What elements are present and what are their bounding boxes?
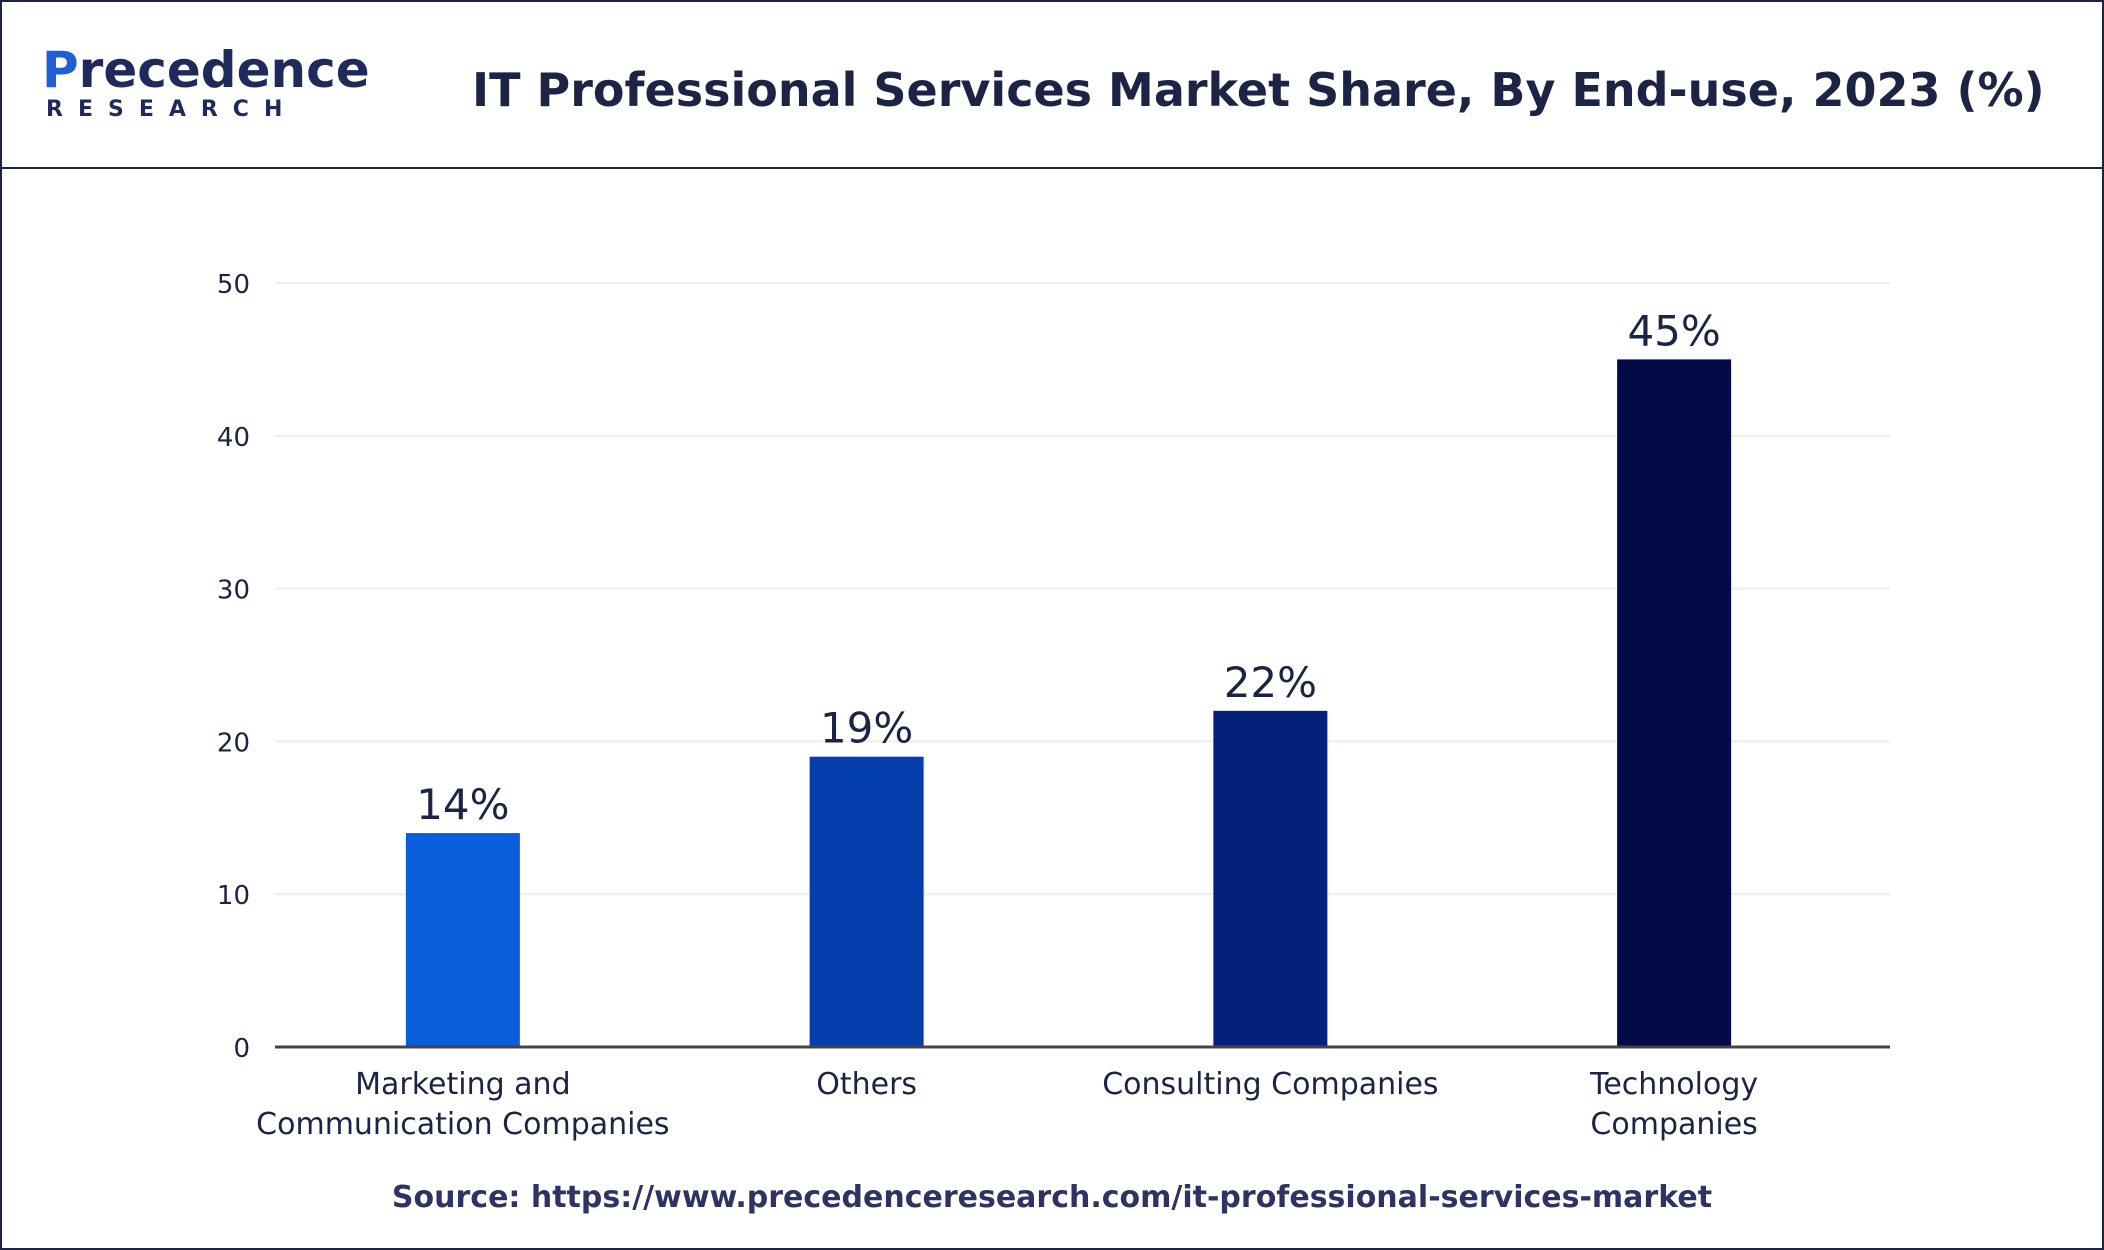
y-tick-label: 0: [233, 1034, 250, 1064]
y-tick-label: 10: [217, 881, 250, 911]
x-tick-label: Others: [816, 1067, 917, 1102]
bar-value-label: 14%: [416, 780, 509, 829]
y-tick-label: 40: [217, 423, 250, 453]
precedence-research-logo: Precedence RESEARCH: [42, 40, 370, 130]
bar: [1617, 359, 1732, 1047]
bar: [809, 756, 924, 1047]
y-tick-label: 30: [217, 576, 250, 606]
x-tick-label: Technology: [1589, 1067, 1758, 1102]
logo-initial: P: [42, 41, 79, 99]
x-tick-label: Communication Companies: [256, 1107, 669, 1142]
bar-value-label: 22%: [1224, 658, 1317, 707]
x-tick-label: Consulting Companies: [1102, 1067, 1438, 1102]
bar-value-label: 19%: [820, 704, 913, 753]
chart-title: IT Professional Services Market Share, B…: [472, 63, 2045, 117]
source-note: Source: https://www.precedenceresearch.c…: [391, 1180, 1713, 1215]
logo-name: recedence: [78, 41, 370, 99]
logo-wordmark: Precedence: [42, 40, 370, 100]
y-tick-label: 50: [217, 270, 250, 300]
x-tick-label: Companies: [1590, 1107, 1757, 1142]
x-tick-label: Marketing and: [355, 1067, 571, 1102]
bar-value-label: 45%: [1627, 306, 1720, 355]
header: Precedence RESEARCH IT Professional Serv…: [2, 2, 2102, 169]
bar: [405, 833, 520, 1047]
logo-subtitle: RESEARCH: [46, 97, 298, 122]
y-tick-label: 20: [217, 728, 250, 758]
bar: [1213, 710, 1328, 1047]
